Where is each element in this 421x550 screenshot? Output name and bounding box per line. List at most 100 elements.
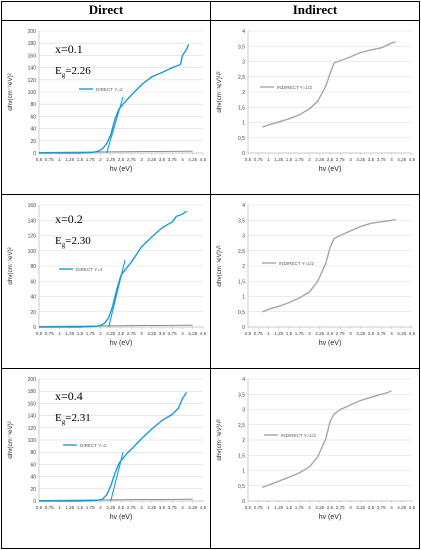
x-tick-label: 1,25 [65,505,74,510]
x-tick-label: 3,5 [159,157,166,162]
direct-series-line [39,392,188,502]
x-tick-label: 0,75 [45,157,54,162]
y-tick-label: 120 [28,234,37,240]
linear-fit-line [106,96,124,154]
y-tick-label: 2 [242,264,245,270]
y-axis-title: αhv(cm⁻¹eV)¹/² [216,245,223,286]
x-tick-label: 3 [349,505,352,510]
y-tick-label: 2,5 [238,249,245,255]
y-tick-label: 60 [30,462,36,468]
x-tick-label: 4,5 [200,331,207,336]
direct-series-line [39,44,190,154]
x-tick-label: 3 [140,505,143,510]
x-tick-label: 1,5 [286,157,293,162]
x-tick-label: 2,5 [118,331,125,336]
y-tick-label: 4 [242,29,245,35]
x-tick-label: 4 [390,157,393,162]
x-tick-label: 3,5 [368,157,375,162]
x-tick-label: 4,25 [188,505,197,510]
y-tick-label: 3,5 [238,392,245,398]
y-tick-label: 1,5 [238,279,245,285]
baseline-line [38,324,193,327]
x-tick-label: 1 [267,331,270,336]
x-axis-title: hv (eV) [110,514,133,521]
x-tick-label: 2,5 [118,505,125,510]
x-composition-label: x=0.2 [55,212,83,226]
x-tick-label: 3,25 [147,157,156,162]
annotation-row-3: x=0.4 Eg=2.31 [55,389,91,426]
y-tick-label: 0 [242,499,245,505]
indirect-series-line [262,218,396,313]
x-tick-label: 3,5 [368,505,375,510]
x-tick-label: 2 [99,157,102,162]
x-tick-label: 2,75 [127,331,136,336]
x-tick-label: 4,25 [397,157,406,162]
x-tick-label: 2 [99,331,102,336]
y-tick-label: 0 [242,151,245,157]
y-tick-label: 200 [28,29,37,35]
y-axis-title: αhv(cm⁻¹eV)² [7,421,14,458]
y-tick-label: 3,5 [238,218,245,224]
x-tick-label: 3,25 [356,331,365,336]
x-tick-label: 2 [99,505,102,510]
x-tick-label: 3,25 [147,331,156,336]
x-tick-label: 4 [181,157,184,162]
y-tick-label: 100 [28,90,37,96]
indirect-series-line [262,389,392,488]
chart-direct-2: 0 20 40 60 80 100 120 140 160 0,5 0,75 1 1,25 1,5 1,75… [7,203,207,347]
x-tick-label: 3,5 [159,331,166,336]
y-tick-label: 60 [30,114,36,120]
direct-chart-row-2: 0 20 40 60 80 100 120 140 160 0,5 0,75 1 1,25 1,5 1,75… [3,195,209,367]
y-tick-label: 20 [30,310,36,316]
y-tick-label: 140 [28,218,37,224]
y-tick-label: 40 [30,475,36,481]
y-tick-label: 0 [33,499,36,505]
x-tick-label: 1,25 [274,505,283,510]
x-tick-label: 2,75 [336,157,345,162]
x-tick-label: 1 [267,505,270,510]
x-tick-label: 3,5 [159,505,166,510]
y-tick-label: 1,5 [238,105,245,111]
x-tick-label: 2,75 [336,505,345,510]
y-tick-label: 0 [33,325,36,331]
x-tick-label: 3,75 [168,505,177,510]
x-tick-label: 1,5 [286,331,293,336]
y-tick-label: 1 [242,295,245,301]
linear-fit-line [110,452,124,502]
y-axis-title: αhv(cm⁻¹eV)² [7,247,14,284]
x-tick-label: 4,25 [397,331,406,336]
y-tick-label: 1 [242,469,245,475]
x-axis-title: hv (eV) [319,514,342,521]
x-tick-label: 0,5 [245,505,252,510]
x-tick-label: 0,75 [45,331,54,336]
band-gap-label: Eg=2.26 [55,65,91,80]
legend-label: DIRECT Y=2 [96,87,123,92]
x-tick-label: 3 [349,331,352,336]
y-tick-label: 180 [28,41,37,47]
y-tick-label: 0,5 [238,310,245,316]
x-composition-label: x=0.4 [55,389,83,403]
x-composition-label: x=0.1 [55,42,83,56]
x-tick-label: 2,5 [327,505,334,510]
y-tick-label: 40 [30,295,36,301]
y-tick-label: 80 [30,450,36,456]
y-tick-label: 2 [242,90,245,96]
y-tick-label: 80 [30,264,36,270]
x-tick-label: 3 [349,157,352,162]
x-tick-label: 0,75 [254,331,263,336]
x-tick-label: 2,25 [106,505,115,510]
x-tick-label: 1,25 [274,157,283,162]
x-tick-label: 2,25 [315,157,324,162]
y-axis-title: αhv(cm⁻¹eV)² [7,73,14,110]
x-tick-label: 2 [308,331,311,336]
x-tick-label: 1,75 [295,505,304,510]
indirect-chart-row-2: 0 0,5 1 1,5 2 2,5 3 3,5 4 0,5 0,75 1 1,25 1,5 1,75 2 2,2… [212,195,418,367]
y-tick-label: 20 [30,139,36,145]
legend-label: INDIRECT Y=1/2 [279,261,314,266]
x-tick-label: 1,25 [65,331,74,336]
y-tick-label: 2,5 [238,75,245,81]
chart-indirect-3: 00,511,522,533,540,5 0,75 1 1,25 1,5 1,75 2 2,2… [216,377,416,521]
indirect-column-header: Indirect [292,2,338,17]
y-tick-label: 2,5 [238,423,245,429]
